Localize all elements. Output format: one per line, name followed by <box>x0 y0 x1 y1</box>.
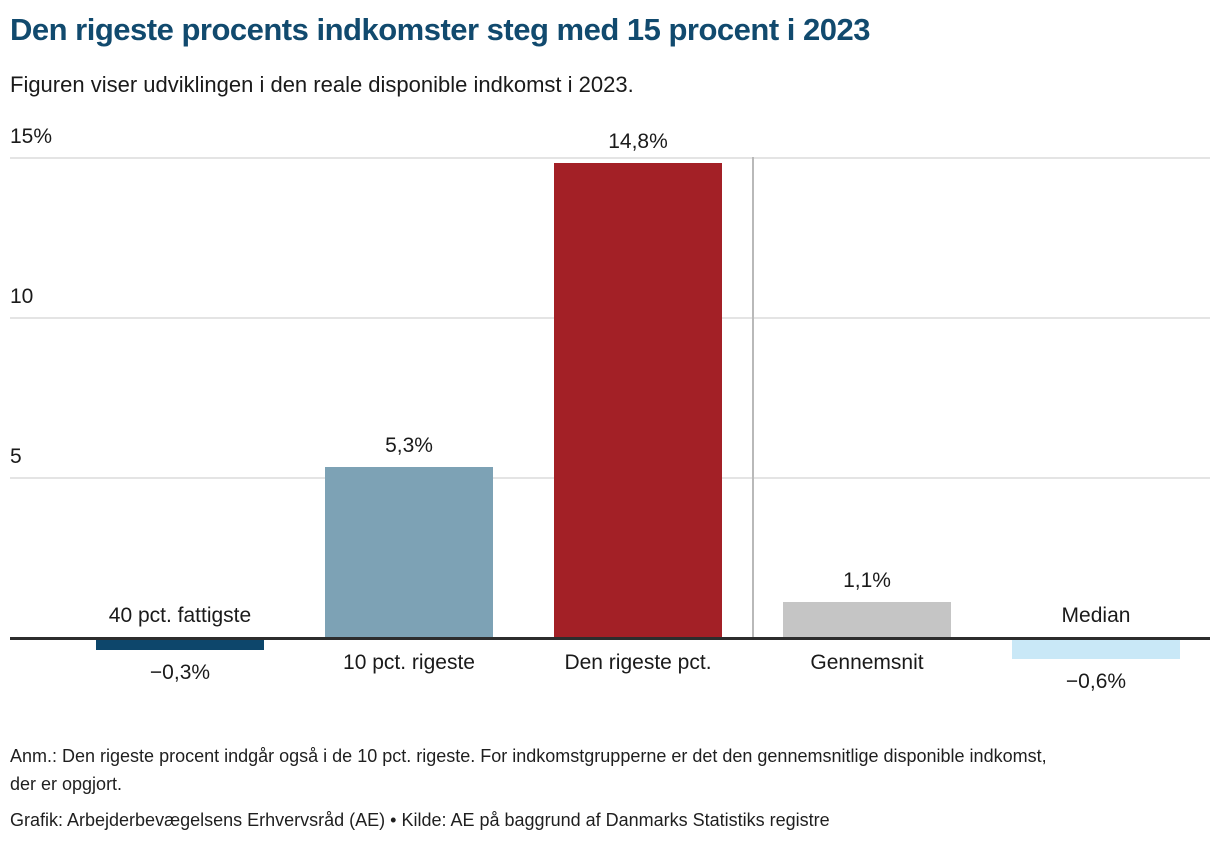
bar-median <box>1012 640 1180 659</box>
y-axis-tick-label: 5 <box>10 445 22 468</box>
bar-category-label: 10 pct. rigeste <box>343 651 475 674</box>
bar-den-rigeste-pct- <box>554 163 722 637</box>
gridline-15 <box>10 157 1210 159</box>
bar-value-label: −0,6% <box>1065 670 1127 693</box>
chart-note-line-1: Anm.: Den rigeste procent indgår også i … <box>10 746 1047 766</box>
bar-category-label: 40 pct. fattigste <box>108 604 252 627</box>
bar-value-label: 14,8% <box>608 130 668 153</box>
chart-note-line-2: der er opgjort. <box>10 774 123 794</box>
chart-credit: Grafik: Arbejderbevægelsens Erhvervsråd … <box>10 810 830 830</box>
bar-category-label: Gennemsnit <box>810 651 924 674</box>
bar-value-label: 1,1% <box>843 569 891 592</box>
bar-value-label: −0,3% <box>149 661 211 684</box>
category-separator-line <box>752 157 754 637</box>
y-axis-tick-label: 15% <box>10 125 53 148</box>
x-axis-baseline <box>10 637 1210 640</box>
page-subtitle: Figuren viser udviklingen i den reale di… <box>10 72 634 97</box>
bar-category-label: Median <box>1061 604 1131 627</box>
bar-value-label: 5,3% <box>385 434 433 457</box>
page-title: Den rigeste procents indkomster steg med… <box>10 12 870 47</box>
bar-10-pct-rigeste <box>325 467 493 637</box>
bar-40-pct-fattigste <box>96 640 264 650</box>
bar-gennemsnit <box>783 602 951 637</box>
bar-category-label: Den rigeste pct. <box>564 651 712 674</box>
y-axis-tick-label: 10 <box>10 285 34 308</box>
chart-note: Anm.: Den rigeste procent indgår også i … <box>10 742 1047 798</box>
